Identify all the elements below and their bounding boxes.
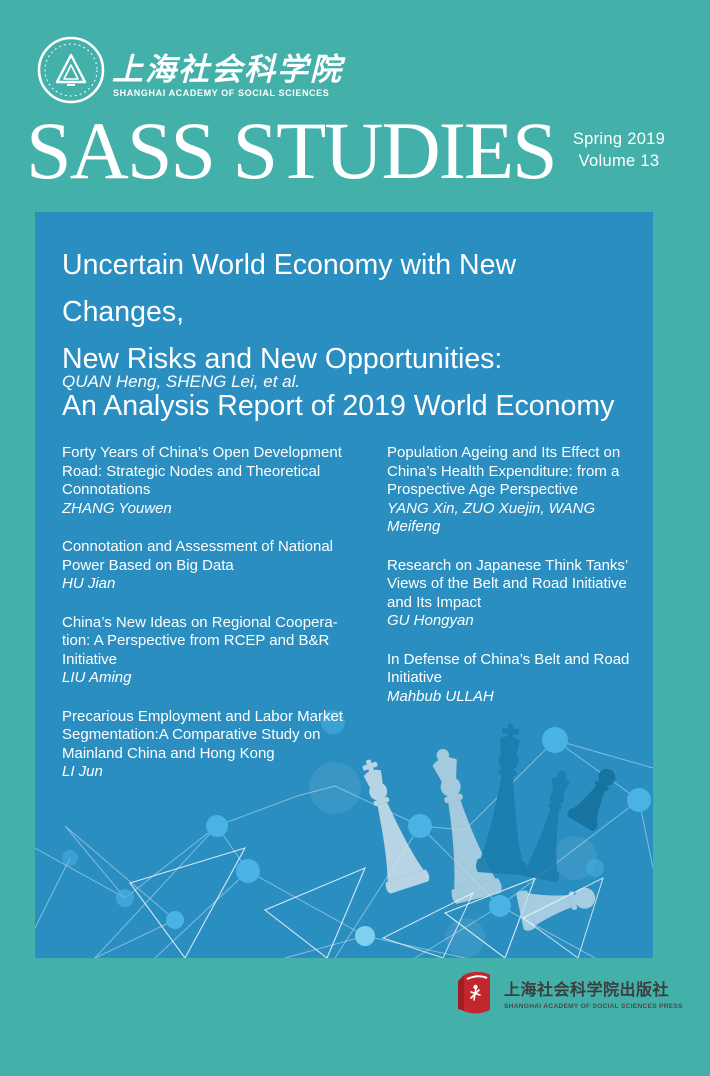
chess-pieces-illustration [346, 722, 626, 958]
article-authors: Mahbub ULLAH [387, 687, 494, 705]
article-title: Research on Japanese Think Tanks’ Views … [387, 556, 629, 611]
article-authors: LI Jun [62, 763, 103, 780]
toc-article: Connotation and Assessment of National P… [62, 538, 377, 594]
article-title: China’s New Ideas on Regional Coopera- t… [62, 613, 338, 668]
article-title: Precarious Employment and Labor Market S… [62, 707, 343, 762]
press-name: 上海社会科学院出版社 SHANGHAI ACADEMY OF SOCIAL SC… [504, 976, 683, 1010]
toc-left-column: Forty Years of China’s Open Development … [62, 444, 377, 802]
article-authors: HU Jian [62, 575, 116, 592]
journal-title: SASS STUDIES [26, 105, 558, 196]
feature-article-title: Uncertain World Economy with New Changes… [62, 249, 615, 422]
toc-article: China’s New Ideas on Regional Coopera- t… [62, 614, 377, 688]
issue-info: Spring 2019 Volume 13 [572, 128, 666, 172]
article-authors: YANG Xin, ZUO Xuejin, WANG Meifeng [387, 499, 596, 536]
article-title: In Defense of China’s Belt and Road Init… [387, 650, 630, 687]
article-title: Forty Years of China’s Open Development … [62, 444, 342, 498]
press-name-english: SHANGHAI ACADEMY OF SOCIAL SCIENCES PRES… [504, 1003, 683, 1010]
academy-name-english: SHANGHAI ACADEMY OF SOCIAL SCIENCES [113, 88, 330, 98]
issue-volume: Volume 13 [578, 152, 660, 170]
toc-article: In Defense of China’s Belt and Road Init… [387, 651, 642, 707]
toc-article: Population Ageing and Its Effect on Chin… [387, 444, 642, 537]
issue-season: Spring 2019 [572, 130, 666, 148]
toc-article: Research on Japanese Think Tanks’ Views … [387, 557, 642, 631]
toc-right-column: Population Ageing and Its Effect on Chin… [387, 444, 642, 726]
toc-article: Forty Years of China’s Open Development … [62, 444, 377, 518]
press-logo-icon [458, 971, 490, 1014]
contents-panel: Uncertain World Economy with New Changes… [35, 212, 653, 958]
article-authors: LIU Aming [62, 669, 132, 686]
press-name-chinese: 上海社会科学院出版社 [504, 982, 670, 999]
article-title: Population Ageing and Its Effect on Chin… [387, 444, 621, 498]
toc-article: Precarious Employment and Labor Market S… [62, 708, 377, 782]
article-title: Connotation and Assessment of National P… [62, 538, 334, 574]
feature-article-authors: QUAN Heng, SHENG Lei, et al. [62, 372, 301, 391]
publisher-block: 上海社会科学院出版社 SHANGHAI ACADEMY OF SOCIAL SC… [455, 968, 683, 1018]
academy-seal-icon [37, 36, 105, 104]
article-authors: GU Hongyan [387, 612, 474, 629]
academy-name-chinese: 上海社会科学院 [112, 52, 343, 87]
article-authors: ZHANG Youwen [62, 499, 172, 517]
